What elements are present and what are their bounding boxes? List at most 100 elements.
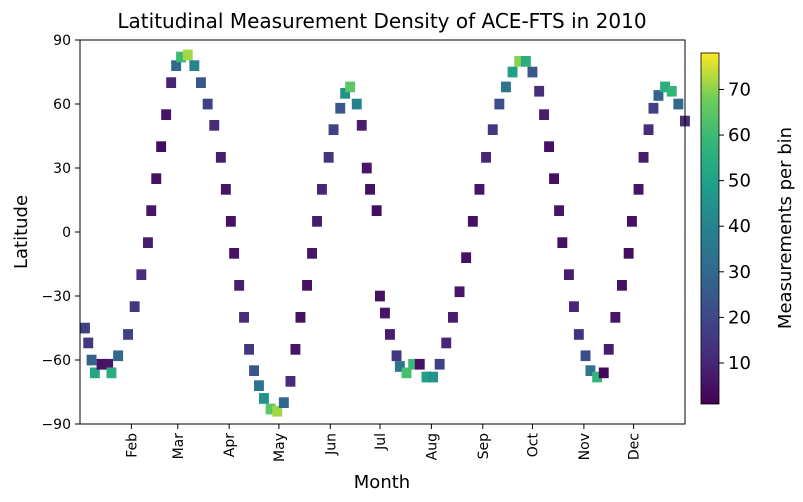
heatmap-cell (461, 252, 472, 263)
heatmap-cell (254, 380, 264, 391)
heatmap-cell (225, 216, 236, 227)
colorbar-tick-label: 50 (728, 171, 751, 192)
colorbar-tick-label: 30 (728, 262, 751, 283)
heatmap-cell (539, 109, 549, 120)
heatmap-cell (143, 237, 153, 248)
heatmap-cell (598, 367, 609, 379)
heatmap-cell (623, 248, 634, 259)
x-tick-label: Mar (171, 433, 187, 460)
heatmap-cell (317, 184, 327, 195)
heatmap-cell (328, 124, 339, 135)
x-tick-label: Aug (424, 433, 440, 460)
heatmap-cell (312, 216, 322, 227)
heatmap-cell (161, 109, 172, 120)
heatmap-cell (113, 350, 124, 362)
heatmap-cell (441, 337, 452, 349)
heatmap-cell (507, 66, 518, 78)
heatmap-cell (295, 312, 306, 323)
heatmap-cell (592, 371, 603, 383)
heatmap-cell (467, 216, 478, 227)
heatmap-cell (673, 98, 684, 110)
y-tick-label: 30 (53, 161, 71, 177)
y-axis: −90 −60 −30 0 30 60 90 (41, 33, 80, 433)
heatmap-cell (278, 397, 289, 408)
y-tick-label: −90 (41, 417, 71, 433)
x-axis: Feb Mar Apr May Jun Jul Aug Sep Oct Nov Dec (124, 424, 643, 462)
heatmap-cell (554, 205, 564, 216)
heatmap-cell (265, 403, 276, 415)
heatmap-cell (481, 152, 491, 163)
heatmap-cell (189, 60, 200, 71)
heatmap-cell (421, 371, 432, 383)
x-tick-label: Dec (627, 433, 643, 460)
heatmap-cell (136, 269, 147, 280)
x-axis-label: Month (354, 472, 410, 493)
heatmap-cell (610, 312, 621, 323)
heatmap-cell (520, 56, 531, 67)
heatmap-cell (196, 77, 206, 88)
heatmap-cell (361, 162, 372, 174)
heatmap-cell (307, 248, 317, 259)
chart-title: Latitudinal Measurement Density of ACE-F… (117, 9, 646, 33)
heatmap-cell (156, 141, 167, 152)
heatmap-cell (335, 102, 346, 114)
x-tick-label: May (272, 433, 288, 462)
heatmap-cells (80, 49, 690, 417)
heatmap-cell (408, 358, 419, 370)
heatmap-cell (220, 184, 231, 195)
y-tick-label: −30 (41, 289, 71, 305)
colorbar-tick-label: 70 (728, 79, 751, 100)
heatmap-cell (564, 269, 574, 280)
heatmap-cell (171, 60, 182, 71)
heatmap-cell (394, 361, 405, 372)
heatmap-cell (323, 152, 334, 163)
heatmap-cell (633, 184, 644, 195)
heatmap-cell (89, 367, 100, 379)
colorbar (700, 52, 720, 405)
heatmap-cell (638, 152, 649, 163)
heatmap-cell (557, 237, 568, 248)
y-tick-label: 90 (53, 33, 71, 49)
heatmap-cell (448, 312, 458, 323)
heatmap-cell (176, 51, 186, 63)
heatmap-cell (573, 329, 584, 340)
colorbar-tick-label: 20 (728, 307, 751, 328)
heatmap-cell (129, 301, 140, 312)
heatmap-cell (627, 216, 637, 227)
colorbar-label: Measurements per bin (775, 127, 796, 329)
heatmap-cell (569, 301, 579, 312)
y-tick-label: 0 (62, 225, 71, 241)
heatmap-cell (80, 322, 90, 334)
heatmap-cell (146, 205, 157, 216)
heatmap-cell (83, 337, 94, 349)
heatmap-cell (151, 173, 162, 184)
heatmap-cell (580, 350, 591, 362)
heatmap-cell (123, 329, 133, 340)
heatmap-cell (494, 98, 505, 110)
x-tick-label: Oct (526, 433, 542, 458)
heatmap-cell (653, 90, 664, 101)
heatmap-cell (380, 307, 390, 319)
heatmap-cell (414, 358, 425, 370)
heatmap-cell (345, 81, 356, 93)
heatmap-cell (454, 286, 465, 298)
heatmap-cell (603, 344, 614, 355)
heatmap-cell (527, 66, 538, 78)
heatmap-cell (487, 124, 498, 135)
heatmap-cell (501, 81, 511, 93)
x-tick-label: Feb (124, 433, 140, 458)
heatmap-cell (534, 85, 545, 97)
heatmap-cell (106, 367, 117, 379)
heatmap-cell (371, 205, 382, 216)
heatmap-cell (514, 56, 525, 67)
colorbar-ticks: 10 20 30 40 50 60 70 (719, 79, 751, 374)
x-tick-label: Nov (577, 433, 593, 460)
y-tick-label: −60 (41, 353, 71, 369)
heatmap-cell (340, 88, 351, 99)
heatmap-cell (239, 312, 249, 323)
y-axis-label: Latitude (11, 195, 32, 269)
y-tick-label: 60 (53, 97, 71, 113)
heatmap-cell (285, 376, 296, 387)
heatmap-cell (249, 365, 259, 376)
